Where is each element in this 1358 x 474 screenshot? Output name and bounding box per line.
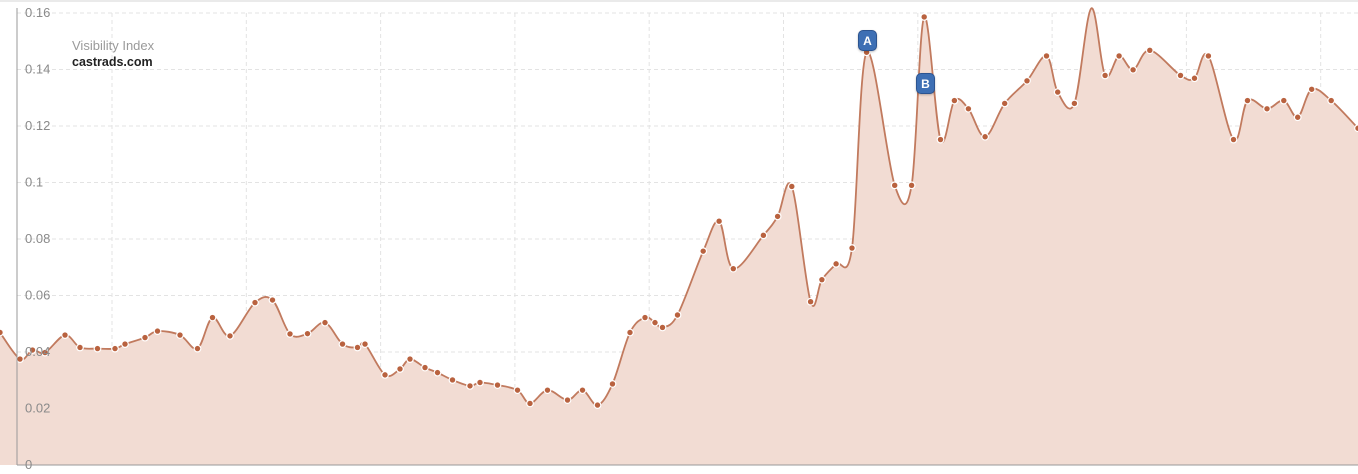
svg-text:0.16: 0.16: [25, 5, 50, 20]
svg-text:0.04: 0.04: [25, 344, 50, 359]
svg-text:0: 0: [25, 457, 32, 472]
svg-text:0.14: 0.14: [25, 62, 50, 77]
svg-text:0.02: 0.02: [25, 401, 50, 416]
svg-text:0.12: 0.12: [25, 118, 50, 133]
svg-text:0.08: 0.08: [25, 231, 50, 246]
svg-text:0.1: 0.1: [25, 175, 43, 190]
svg-text:0.06: 0.06: [25, 288, 50, 303]
